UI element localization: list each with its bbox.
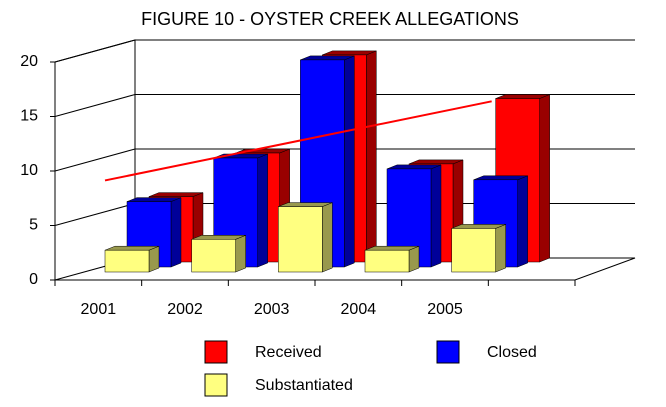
bar bbox=[451, 224, 506, 273]
y-tick-label: 0 bbox=[29, 271, 38, 288]
bar-side bbox=[257, 153, 268, 268]
x-tick-label: 2004 bbox=[341, 301, 377, 318]
bar-side bbox=[322, 202, 333, 273]
legend-swatch bbox=[204, 373, 228, 397]
legend-label: Closed bbox=[487, 344, 537, 361]
bar-side bbox=[366, 50, 377, 263]
trend-line bbox=[104, 100, 492, 182]
grid-line bbox=[54, 94, 635, 117]
bar bbox=[104, 245, 160, 273]
bar bbox=[364, 245, 420, 273]
y-tick-label: 5 bbox=[29, 217, 38, 234]
bar-top bbox=[451, 224, 506, 229]
legend-label: Substantiated bbox=[255, 377, 353, 394]
bar-side bbox=[539, 94, 550, 263]
grid-line bbox=[54, 148, 635, 172]
bar-side bbox=[517, 175, 528, 268]
bar-top bbox=[126, 197, 182, 202]
y-tick-label: 10 bbox=[20, 162, 38, 179]
bar-side bbox=[495, 224, 506, 273]
bar-side bbox=[408, 245, 420, 273]
bar-top bbox=[364, 245, 420, 251]
bar-side bbox=[148, 245, 160, 273]
bar-front bbox=[104, 249, 150, 273]
bar-top bbox=[104, 245, 160, 251]
chart-title: FIGURE 10 - OYSTER CREEK ALLEGATIONS bbox=[141, 9, 519, 29]
bar-front bbox=[451, 228, 496, 273]
x-tick-label: 2001 bbox=[81, 301, 117, 318]
bar-top bbox=[300, 55, 355, 61]
y-tick-label: 15 bbox=[20, 108, 38, 125]
bar-top bbox=[386, 164, 442, 170]
bar-top bbox=[495, 94, 550, 99]
bar bbox=[278, 202, 333, 273]
bar-front bbox=[191, 239, 236, 273]
x-tick-label: 2003 bbox=[254, 301, 290, 318]
legend-swatch bbox=[204, 340, 228, 364]
y-tick-label: 20 bbox=[20, 53, 38, 70]
x-tick-label: 2005 bbox=[427, 301, 463, 318]
side-wall bbox=[54, 39, 136, 258]
bar-side bbox=[344, 55, 355, 268]
bar-front bbox=[278, 206, 323, 273]
bar-top bbox=[408, 159, 464, 165]
bar-top bbox=[322, 50, 377, 56]
bar-top bbox=[473, 175, 528, 181]
bar bbox=[191, 234, 246, 273]
legend-swatch bbox=[436, 340, 460, 364]
bar-front bbox=[364, 249, 410, 273]
bar-side bbox=[430, 164, 442, 268]
bar-top bbox=[278, 202, 333, 207]
bar-side bbox=[235, 234, 246, 273]
grid-line bbox=[54, 39, 635, 63]
bar-top bbox=[148, 192, 204, 197]
bar-top bbox=[191, 235, 246, 240]
legend-label: Received bbox=[255, 344, 322, 361]
x-tick-label: 2002 bbox=[167, 301, 203, 318]
bar-side bbox=[170, 197, 182, 268]
